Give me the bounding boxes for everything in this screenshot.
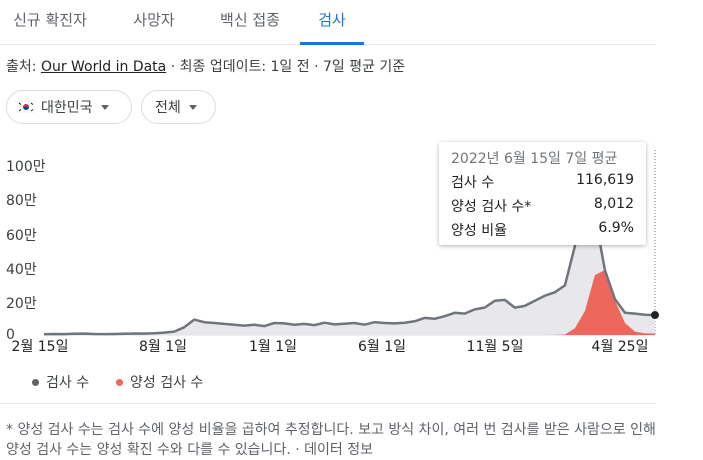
y-tick-label: 0 <box>6 327 15 343</box>
tab-vaccination[interactable]: 백신 접종 <box>220 11 280 29</box>
hover-point <box>651 311 659 320</box>
tooltip-row: 검사 수 116,619 <box>451 172 634 192</box>
source-prefix: 출처: <box>6 59 37 75</box>
tooltip-label: 양성 비율 <box>451 223 507 239</box>
tooltip-row: 양성 검사 수* 8,012 <box>451 196 634 216</box>
country-label: 대한민국 <box>41 100 93 116</box>
x-tick-label: 4월 25일 <box>591 339 649 355</box>
legend-dot-icon <box>116 378 123 386</box>
scope-dropdown[interactable]: 전체 <box>141 90 216 124</box>
tooltip-label: 검사 수 <box>451 175 495 191</box>
divider <box>0 403 656 404</box>
y-tick-label: 20만 <box>6 296 37 312</box>
x-tick-label: 6월 1일 <box>357 339 407 355</box>
tab-bar: 신규 확진자 사망자 백신 접종 검사 <box>0 0 656 45</box>
x-tick-label: 1월 1일 <box>248 339 298 355</box>
country-dropdown[interactable]: 대한민국 <box>6 90 132 124</box>
x-tick-label: 11월 5일 <box>466 339 524 355</box>
tab-new-cases[interactable]: 신규 확진자 <box>13 11 87 29</box>
korea-flag-icon <box>17 101 35 113</box>
tooltip-date: 2022년 6월 15일 7일 평균 <box>451 151 618 167</box>
scope-label: 전체 <box>155 100 181 116</box>
y-tick-label: 40만 <box>6 262 37 278</box>
chart-tooltip: 2022년 6월 15일 7일 평균 검사 수 116,619 양성 검사 수*… <box>439 142 646 245</box>
x-tick-label: 8월 1일 <box>138 339 188 355</box>
legend-item-tests[interactable]: 검사 수 <box>32 372 89 392</box>
legend-dot-icon <box>32 378 39 386</box>
tab-deaths[interactable]: 사망자 <box>133 11 175 29</box>
source-line: 출처: Our World in Data · 최종 업데이트: 1일 전 · … <box>6 56 405 76</box>
tooltip-row: 양성 비율 6.9% <box>451 220 634 240</box>
y-tick-label: 100만 <box>6 159 46 175</box>
tooltip-value: 8,012 <box>593 196 634 212</box>
tooltip-value: 116,619 <box>576 172 634 188</box>
chevron-down-icon <box>100 104 109 110</box>
y-tick-label: 60만 <box>6 228 37 244</box>
tab-testing[interactable]: 검사 <box>300 0 364 45</box>
footnote: * 양성 검사 수는 검사 수에 양성 비율을 곱하여 추정합니다. 보고 방식… <box>6 422 656 458</box>
tooltip-label: 양성 검사 수* <box>451 199 532 215</box>
tests-line <box>43 191 656 336</box>
y-tick-label: 80만 <box>6 193 37 209</box>
tooltip-value: 6.9% <box>598 220 634 236</box>
legend-item-positive[interactable]: 양성 검사 수 <box>116 372 203 392</box>
chevron-down-icon <box>188 104 197 110</box>
update-info: · 최종 업데이트: 1일 전 · 7일 평균 기준 <box>170 59 406 75</box>
legend-label: 검사 수 <box>46 375 90 391</box>
x-tick-label: 2월 15일 <box>11 339 69 355</box>
positive-tests-area <box>44 270 655 335</box>
legend-label: 양성 검사 수 <box>130 375 204 391</box>
source-link[interactable]: Our World in Data <box>40 59 167 75</box>
